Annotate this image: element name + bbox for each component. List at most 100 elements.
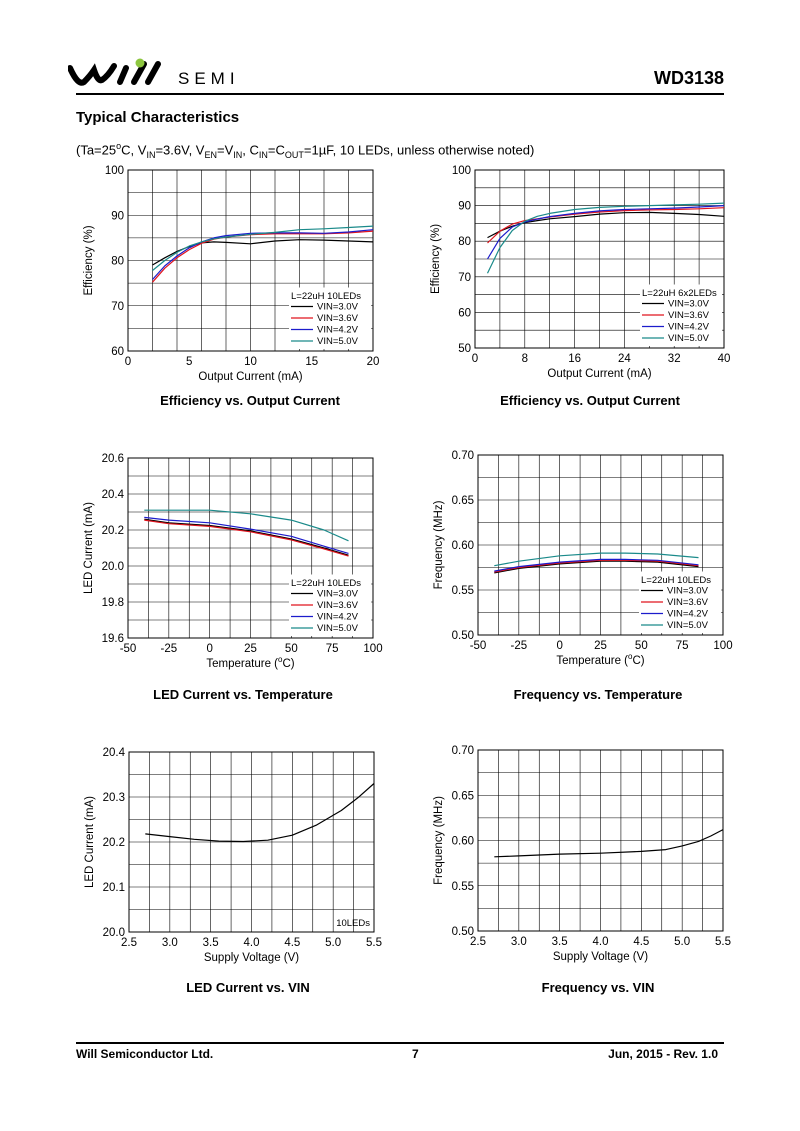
x-axis-label: Supply Voltage (V) — [553, 951, 648, 963]
x-tick-label: 5.5 — [715, 936, 731, 948]
y-tick-label: 19.6 — [102, 633, 124, 645]
x-tick-label: 25 — [244, 643, 257, 655]
page-number: 7 — [412, 1047, 419, 1061]
logo-text: SEMI — [178, 69, 240, 88]
series-line-vin-3-0v — [144, 518, 349, 556]
legend-entry: VIN=4.2V — [667, 609, 709, 620]
series-line-vin-3-6v — [494, 559, 699, 573]
series-line-vin-4-2v — [152, 229, 374, 280]
section-title: Typical Characteristics — [76, 109, 240, 126]
y-tick-label: 19.8 — [102, 597, 124, 609]
x-tick-label: 20 — [367, 356, 380, 368]
series-line-vin-4-2v — [486, 205, 725, 260]
y-tick-label: 20.6 — [102, 453, 124, 465]
x-tick-label: 4.0 — [593, 936, 609, 948]
plot-frame — [128, 751, 375, 933]
x-tick-label: 0 — [206, 643, 212, 655]
chart-title: LED Current vs. VIN — [186, 980, 310, 995]
test-conditions: (Ta=25oC, VIN=3.6V, VEN=VIN, CIN=COUT=1µ… — [76, 141, 535, 160]
grid — [477, 749, 724, 932]
y-axis-label: LED Current (mA) — [84, 796, 96, 888]
x-tick-label: 15 — [305, 356, 318, 368]
legend-title: 10LEDs — [336, 918, 370, 929]
y-tick-label: 20.3 — [103, 792, 125, 804]
legend-entry: VIN=3.0V — [667, 586, 709, 597]
y-tick-label: 60 — [111, 346, 124, 358]
x-tick-label: 100 — [713, 640, 732, 652]
x-tick-label: 5.5 — [366, 937, 382, 949]
series-line-main — [145, 783, 375, 843]
x-tick-label: 40 — [718, 353, 731, 365]
will-semi-logo: SEMI — [68, 58, 240, 88]
footer-company: Will Semiconductor Ltd. — [76, 1047, 214, 1061]
x-tick-label: 5 — [186, 356, 192, 368]
x-tick-label: 4.5 — [633, 936, 649, 948]
y-tick-label: 20.4 — [103, 747, 126, 759]
y-axis-label: Frequency (MHz) — [433, 500, 445, 589]
legend-entry: VIN=3.6V — [317, 313, 359, 324]
x-tick-label: 100 — [363, 643, 382, 655]
y-tick-label: 0.50 — [452, 926, 474, 938]
y-axis-label: LED Current (mA) — [83, 502, 95, 594]
chart-title: Frequency vs. Temperature — [513, 687, 683, 702]
legend-title: L=22uH 10LEDs — [291, 291, 361, 302]
frequency-vs-temperature-chart: -50 -25 0 25 50 75 100 0.50 0.55 0.60 0.65 0.70 Temp… — [433, 450, 733, 667]
x-tick-label: 32 — [668, 353, 681, 365]
x-axis-label: Supply Voltage (V) — [204, 952, 299, 964]
x-tick-label: -50 — [470, 640, 487, 652]
legend-entry: VIN=3.0V — [317, 589, 359, 600]
x-tick-label: 25 — [594, 640, 607, 652]
footer-date-revision: Jun, 2015 - Rev. 1.0 — [608, 1047, 718, 1061]
x-tick-label: 5.0 — [325, 937, 341, 949]
y-tick-label: 0.65 — [452, 495, 474, 507]
legend-entry: VIN=3.6V — [668, 310, 710, 321]
y-tick-label: 20.0 — [102, 561, 124, 573]
series-line-vin-3-0v — [152, 239, 374, 266]
y-tick-label: 0.60 — [452, 540, 474, 552]
y-tick-label: 60 — [458, 307, 471, 319]
chart-title: LED Current vs. Temperature — [153, 687, 333, 702]
x-tick-label: 2.5 — [470, 936, 486, 948]
legend-title: L=22uH 6x2LEDs — [642, 288, 717, 299]
legend-title: L=22uH 10LEDs — [291, 578, 361, 589]
x-tick-label: -50 — [120, 643, 137, 655]
y-tick-label: 0.60 — [452, 836, 474, 848]
x-tick-label: 0 — [556, 640, 562, 652]
y-tick-label: 0.70 — [452, 745, 474, 757]
y-tick-label: 90 — [111, 210, 124, 222]
y-tick-label: 20.4 — [102, 489, 125, 501]
legend-entry: VIN=5.0V — [317, 336, 359, 347]
series-line-vin-3-0v — [487, 211, 725, 239]
series-line-vin-3-6v — [144, 519, 349, 557]
legend-entry: VIN=4.2V — [668, 322, 710, 333]
plot-frame — [474, 169, 725, 349]
frequency-vs-vin-chart: 2.5 3.0 3.5 4.0 4.5 5.0 5.5 0.50 0.55 0.60 0.65 0.7… — [433, 745, 731, 963]
grid — [128, 751, 375, 933]
x-tick-label: 3.5 — [552, 936, 568, 948]
x-axis-label: Temperature (oC) — [556, 652, 644, 667]
x-tick-label: 24 — [618, 353, 631, 365]
led-current-vs-temperature-chart: -50 -25 0 25 50 75 100 19.6 19.8 20.0 20.2 20.4 20.6… — [83, 453, 383, 670]
legend-entry: VIN=5.0V — [668, 333, 710, 344]
series-line-vin-3-6v — [487, 207, 725, 244]
x-tick-label: 3.5 — [203, 937, 219, 949]
efficiency-vs-current-6x2-chart: 0 8 16 24 32 40 50 60 70 80 90 100 Output Current (m… — [430, 165, 731, 380]
legend-entry: VIN=3.6V — [317, 600, 359, 611]
legend-title: L=22uH 10LEDs — [641, 575, 711, 586]
y-tick-label: 0.55 — [452, 585, 474, 597]
y-tick-label: 100 — [105, 165, 124, 177]
x-tick-label: 4.0 — [244, 937, 260, 949]
x-tick-label: 50 — [285, 643, 298, 655]
legend-entry: VIN=3.6V — [667, 597, 709, 608]
legend-entry: VIN=4.2V — [317, 612, 359, 623]
y-axis-label: Efficiency (%) — [430, 224, 442, 294]
x-axis-label: Temperature (oC) — [206, 655, 294, 670]
x-axis-label: Output Current (mA) — [547, 368, 651, 380]
y-tick-label: 20.2 — [103, 837, 125, 849]
x-tick-label: 4.5 — [284, 937, 300, 949]
series-line-vin-4-2v — [144, 516, 349, 554]
x-tick-label: 50 — [635, 640, 648, 652]
x-tick-label: 10 — [244, 356, 257, 368]
legend-entry: VIN=5.0V — [667, 620, 709, 631]
series-line-vin-5-0v — [152, 225, 374, 271]
